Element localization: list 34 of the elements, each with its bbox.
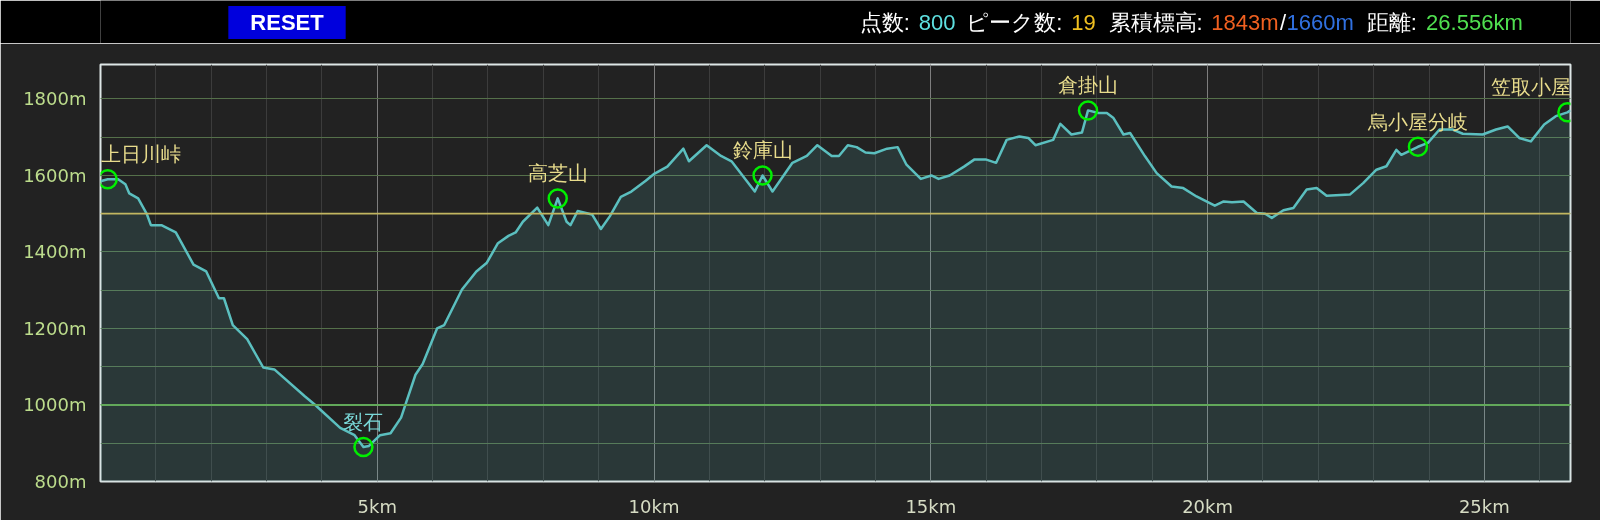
y-tick-label: 1400m [23,241,87,263]
text: 点数: [859,10,910,35]
text: 距離: [1366,10,1417,35]
y-tick-label: 800m [34,471,87,492]
y-tick-label: 1600m [23,164,87,186]
x-tick-label: 15km [905,495,957,517]
point [353,436,374,458]
point [1077,100,1099,121]
annotation: 鈴庫山 [732,138,793,163]
annotation: 倉掛山 [1058,73,1119,98]
x-tick-label: 25km [1458,495,1510,517]
text: 累積標高: [1108,10,1203,35]
y-tick-label: 1000m [23,394,87,416]
text: / [1280,10,1287,35]
x-tick-label: 10km [628,495,680,517]
y-tick-label: 1800m [23,88,87,110]
text: 800 [918,10,956,35]
text: ピーク数: [966,10,1063,35]
annotation: 高芝山 [527,161,588,186]
annotation: 裂石 [343,410,384,435]
point [1407,136,1429,157]
text: 1660m [1286,10,1354,35]
y-tick-label: 1200m [23,317,87,339]
text: 19 [1071,10,1096,35]
text: 1843m [1211,10,1279,35]
annotation: 烏小屋分岐 [1366,109,1468,134]
text: 26.556km [1426,10,1523,35]
point [547,188,568,209]
x-tick-label: 20km [1182,495,1234,517]
x-tick-label: 5km [357,495,397,517]
text: RESET [250,10,325,35]
annotation: 上日川峠 [100,142,181,167]
point [752,165,773,186]
annotation: 笠取小屋 [1490,75,1571,100]
